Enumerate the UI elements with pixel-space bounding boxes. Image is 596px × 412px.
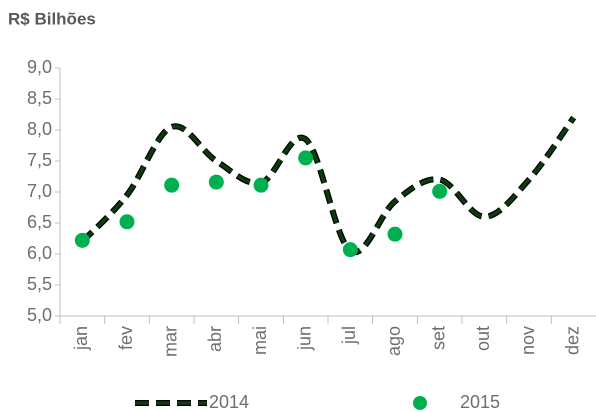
marker bbox=[119, 214, 135, 230]
y-tick-label: 7,0 bbox=[27, 181, 52, 201]
x-tick-label: jul bbox=[339, 326, 359, 345]
x-tick-label: out bbox=[473, 326, 493, 351]
legend-swatch bbox=[413, 396, 427, 410]
x-tick-label: jun bbox=[294, 326, 314, 351]
marker bbox=[164, 177, 180, 193]
marker bbox=[74, 232, 90, 248]
line bbox=[81, 116, 576, 255]
marker bbox=[253, 177, 269, 193]
x-tick-label: mai bbox=[250, 326, 270, 355]
marker bbox=[387, 226, 403, 242]
marker bbox=[432, 183, 448, 199]
legend-label: 2014 bbox=[209, 392, 249, 412]
y-tick-label: 8,0 bbox=[27, 119, 52, 139]
marker bbox=[342, 242, 358, 258]
x-tick-label: abr bbox=[205, 326, 225, 352]
x-tick-label: set bbox=[428, 326, 448, 350]
line-halo bbox=[80, 115, 577, 256]
marker bbox=[298, 150, 314, 166]
x-tick-label: dez bbox=[562, 326, 582, 355]
y-tick-label: 8,5 bbox=[27, 88, 52, 108]
axis-title: R$ Bilhões bbox=[8, 9, 96, 28]
x-tick-label: ago bbox=[384, 326, 404, 356]
y-tick-label: 9,0 bbox=[27, 57, 52, 77]
y-tick-label: 6,0 bbox=[27, 243, 52, 263]
y-tick-label: 6,5 bbox=[27, 212, 52, 232]
y-tick-label: 7,5 bbox=[27, 150, 52, 170]
marker bbox=[208, 174, 224, 190]
y-tick-label: 5,5 bbox=[27, 274, 52, 294]
x-tick-label: jan bbox=[71, 326, 91, 351]
y-tick-label: 5,0 bbox=[27, 305, 52, 325]
x-tick-label: nov bbox=[518, 326, 538, 355]
legend-label: 2015 bbox=[460, 392, 500, 412]
x-tick-label: mar bbox=[160, 326, 180, 357]
x-tick-label: fev bbox=[116, 326, 136, 350]
